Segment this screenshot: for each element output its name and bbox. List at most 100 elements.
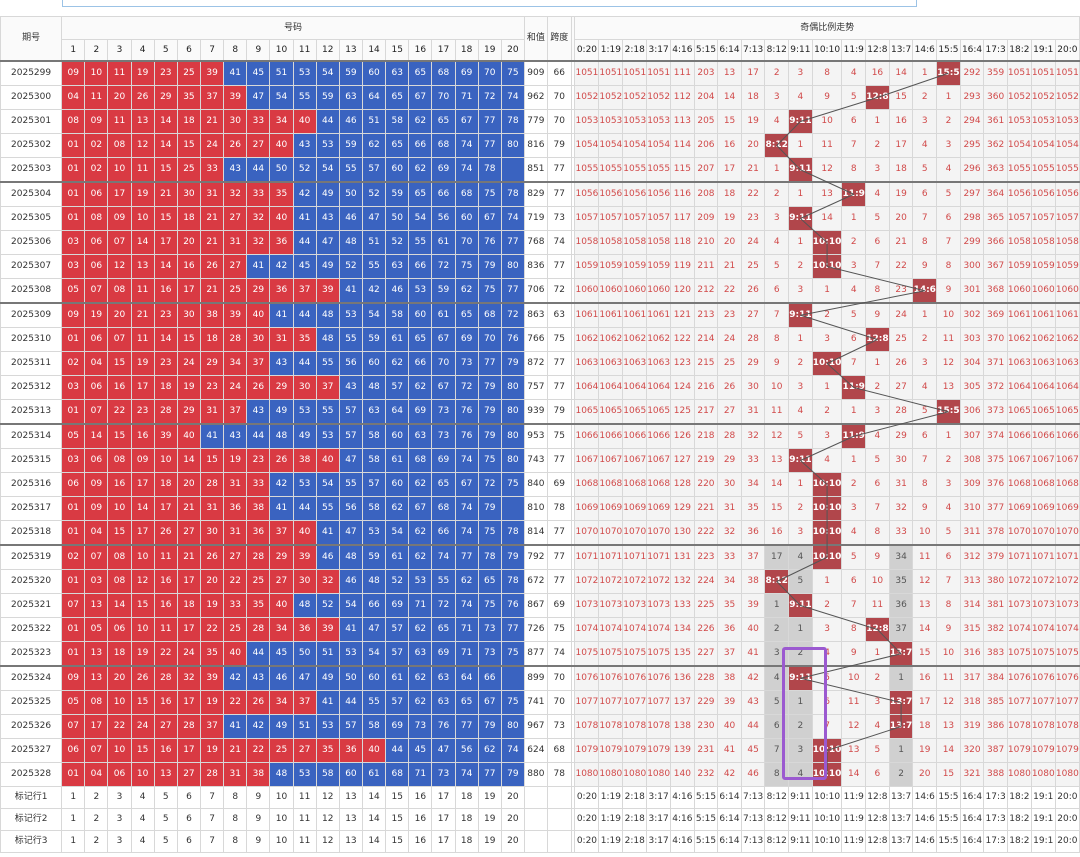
ratio-cell[interactable]: 5 — [764, 254, 790, 279]
number-ball[interactable]: 54 — [338, 593, 363, 618]
ratio-cell[interactable]: 1 — [841, 399, 867, 425]
number-ball[interactable]: 23 — [153, 302, 178, 328]
ratio-cell[interactable]: 1059 — [574, 254, 600, 279]
ratio-cell[interactable]: 1060 — [1006, 278, 1032, 304]
ratio-cell[interactable]: 382 — [983, 617, 1008, 642]
ratio-cell[interactable]: 1051 — [1030, 60, 1056, 86]
number-ball[interactable]: 36 — [269, 278, 294, 304]
ratio-cell[interactable]: 206 — [693, 133, 719, 158]
ratio-cell[interactable]: 11 — [841, 690, 867, 715]
number-ball[interactable]: 21 — [153, 181, 178, 207]
number-ball[interactable]: 68 — [431, 496, 456, 521]
ratio-cell[interactable]: 27 — [740, 302, 766, 328]
ratio-cell[interactable]: 1074 — [1006, 617, 1032, 642]
number-ball[interactable]: 13 — [84, 665, 109, 691]
ratio-cell[interactable]: 1067 — [598, 448, 624, 473]
ratio-cell[interactable]: 1 — [865, 109, 890, 134]
ratio-cell[interactable]: 1059 — [646, 254, 672, 279]
ratio-cell[interactable]: 1069 — [622, 496, 648, 521]
issue-cell[interactable]: 2025301 — [0, 109, 63, 134]
ratio-hit-cell[interactable]: 13:7 — [888, 690, 914, 715]
ratio-cell[interactable]: 20 — [717, 230, 742, 255]
number-ball[interactable]: 48 — [338, 544, 363, 570]
number-ball[interactable]: 62 — [408, 617, 433, 642]
ratio-cell[interactable]: 9 — [841, 641, 867, 667]
ratio-cell[interactable]: 1074 — [1054, 617, 1080, 642]
number-ball[interactable]: 62 — [408, 520, 433, 546]
ratio-cell[interactable]: 8 — [841, 157, 867, 183]
ratio-cell[interactable]: 369 — [983, 302, 1008, 328]
number-ball[interactable]: 29 — [153, 85, 178, 110]
ratio-cell[interactable]: 1 — [788, 181, 813, 207]
number-ball[interactable]: 55 — [338, 327, 363, 352]
number-ball[interactable]: 41 — [315, 520, 340, 546]
number-ball[interactable]: 66 — [477, 665, 502, 691]
number-col-header[interactable]: 14 — [361, 39, 387, 62]
ratio-cell[interactable]: 1077 — [622, 690, 648, 715]
number-ball[interactable]: 26 — [153, 520, 178, 546]
issue-cell[interactable]: 2025318 — [0, 520, 63, 546]
footer-ratio[interactable]: 4:16 — [670, 786, 695, 809]
number-ball[interactable]: 40 — [292, 520, 317, 546]
ratio-cell[interactable]: 2 — [788, 254, 813, 279]
number-ball[interactable]: 10 — [130, 762, 155, 787]
ratio-cell[interactable]: 1065 — [1054, 399, 1080, 425]
number-ball[interactable]: 73 — [454, 351, 479, 376]
ratio-cell[interactable]: 23 — [888, 278, 914, 304]
ratio-cell[interactable]: 7 — [865, 254, 890, 279]
ratio-cell[interactable]: 4 — [912, 133, 938, 158]
ratio-cell[interactable]: 359 — [983, 60, 1008, 86]
ratio-cell[interactable]: 1063 — [622, 351, 648, 376]
ratio-cell[interactable]: 2 — [764, 60, 790, 86]
number-ball[interactable]: 26 — [199, 254, 225, 279]
ratio-cell[interactable]: 1070 — [1006, 520, 1032, 546]
ratio-cell[interactable]: 1066 — [1030, 423, 1056, 449]
number-ball[interactable]: 43 — [223, 157, 248, 183]
number-ball[interactable]: 24 — [176, 641, 202, 667]
number-ball[interactable]: 22 — [223, 569, 248, 594]
number-ball[interactable]: 56 — [338, 496, 363, 521]
number-col-header[interactable]: 3 — [107, 39, 132, 62]
number-ball[interactable]: 62 — [385, 496, 410, 521]
ratio-hit-cell[interactable]: 10:10 — [811, 738, 843, 763]
number-ball[interactable]: 77 — [477, 133, 502, 158]
ratio-cell[interactable]: 216 — [693, 375, 719, 400]
footer-number[interactable]: 6 — [176, 786, 202, 809]
ratio-cell[interactable]: 11 — [764, 399, 790, 425]
ratio-col-header[interactable]: 11:9 — [841, 39, 867, 62]
number-ball[interactable]: 64 — [454, 665, 479, 691]
ratio-cell[interactable]: 1077 — [1030, 690, 1056, 715]
footer-number[interactable]: 17 — [431, 786, 456, 809]
number-ball[interactable]: 57 — [338, 714, 363, 739]
number-ball[interactable]: 10 — [130, 617, 155, 642]
ratio-cell[interactable]: 4 — [764, 665, 790, 691]
ratio-cell[interactable]: 1069 — [1054, 496, 1080, 521]
ratio-cell[interactable]: 19 — [888, 181, 914, 207]
ratio-cell[interactable]: 130 — [670, 520, 695, 546]
ratio-cell[interactable]: 3 — [912, 109, 938, 134]
ratio-cell[interactable]: 1080 — [574, 762, 600, 787]
ratio-cell[interactable]: 46 — [740, 762, 766, 787]
ratio-cell[interactable]: 10 — [811, 109, 843, 134]
number-ball[interactable]: 67 — [477, 690, 502, 715]
number-ball[interactable]: 62 — [477, 738, 502, 763]
number-ball[interactable]: 39 — [199, 60, 225, 86]
ratio-cell[interactable]: 363 — [983, 157, 1008, 183]
ratio-cell[interactable]: 32 — [717, 520, 742, 546]
ratio-cell[interactable]: 2 — [841, 230, 867, 255]
ratio-cell[interactable]: 13 — [936, 714, 961, 739]
number-ball[interactable]: 09 — [84, 496, 109, 521]
ratio-cell[interactable]: 211 — [693, 254, 719, 279]
number-ball[interactable]: 23 — [153, 60, 178, 86]
ratio-cell[interactable]: 8 — [811, 60, 843, 86]
number-ball[interactable]: 63 — [385, 60, 410, 86]
number-ball[interactable]: 20 — [199, 569, 225, 594]
ratio-cell[interactable]: 379 — [983, 544, 1008, 570]
ratio-cell[interactable]: 312 — [959, 544, 985, 570]
number-ball[interactable]: 30 — [223, 109, 248, 134]
number-ball[interactable]: 63 — [361, 399, 387, 425]
number-ball[interactable]: 02 — [84, 157, 109, 183]
number-ball[interactable]: 40 — [269, 206, 294, 231]
number-ball[interactable]: 32 — [315, 569, 340, 594]
number-col-header[interactable]: 20 — [500, 39, 525, 62]
